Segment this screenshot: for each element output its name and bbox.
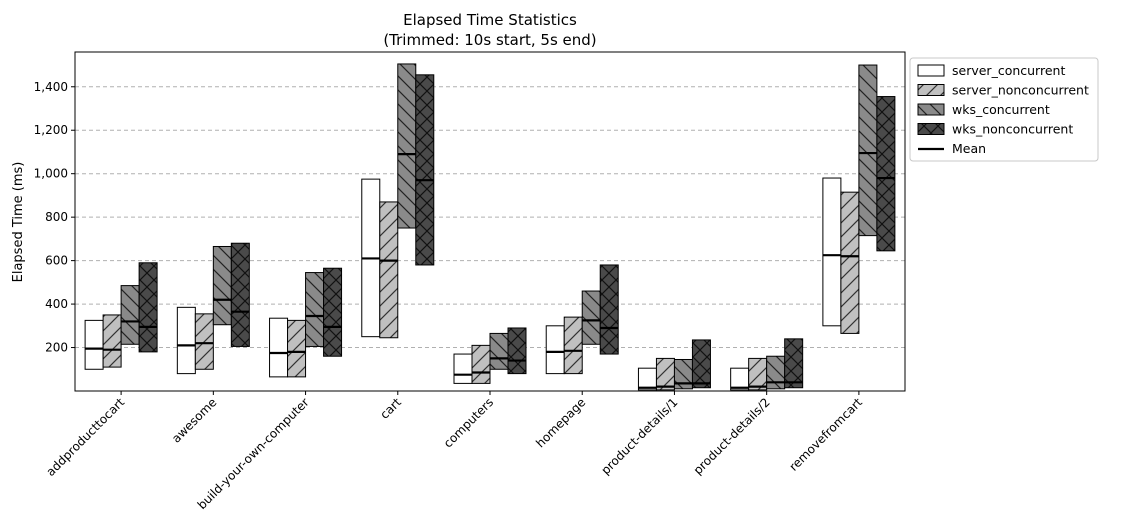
range-bar-wks_concurrent	[397, 63, 417, 229]
range-bar-wks_nonconcurrent	[230, 242, 250, 347]
range-bar-wks_concurrent	[766, 355, 786, 390]
range-bar-server_nonconcurrent	[840, 191, 860, 334]
range-bar-server_nonconcurrent	[287, 319, 307, 378]
range-bar-wks_concurrent	[581, 290, 601, 345]
legend-label: server_nonconcurrent	[952, 83, 1089, 98]
range-bar-wks_nonconcurrent	[323, 267, 343, 357]
range-bar-wks_nonconcurrent	[138, 262, 158, 353]
y-tick-label: 800	[45, 210, 68, 224]
y-tick-label: 600	[45, 254, 68, 268]
range-bar-server_nonconcurrent	[655, 357, 675, 391]
y-tick-label: 400	[45, 297, 68, 311]
range-bar-server_concurrent	[453, 353, 473, 384]
range-bar-wks_nonconcurrent	[691, 339, 711, 389]
legend-swatch-server_nonconcurrent	[917, 84, 945, 96]
range-bar-wks_concurrent	[305, 272, 325, 347]
legend-label: server_concurrent	[952, 63, 1065, 78]
range-bar-server_concurrent	[84, 319, 104, 370]
y-tick-label: 200	[45, 341, 68, 355]
range-bar-wks_nonconcurrent	[507, 327, 527, 375]
y-tick-label: 1,200	[34, 123, 68, 137]
legend-label: wks_concurrent	[952, 102, 1050, 117]
legend: server_concurrent server_nonconcurrentwks…	[909, 57, 1099, 162]
legend-swatch-wks_nonconcurrent	[917, 123, 945, 135]
range-bar-server_concurrent	[545, 325, 565, 375]
chart-title: Elapsed Time Statistics	[403, 11, 577, 29]
range-bar-server_nonconcurrent	[194, 313, 214, 370]
x-tick-label: homepage	[533, 395, 588, 450]
x-tick-label: product-details/1	[598, 395, 680, 477]
x-tick-label: build-your-own-computer	[195, 395, 312, 512]
range-bar-wks_concurrent	[858, 64, 878, 237]
legend-box	[909, 57, 1099, 162]
legend-swatch-wks_concurrent	[917, 103, 945, 116]
x-tick-label: computers	[441, 395, 496, 450]
y-axis-label: Elapsed Time (ms)	[11, 162, 26, 283]
range-bar-wks_nonconcurrent	[876, 96, 896, 252]
range-bar-server_nonconcurrent	[748, 357, 768, 391]
range-bar-server_nonconcurrent	[471, 344, 491, 384]
x-tick-label: product-details/2	[691, 395, 773, 477]
range-bar-server_nonconcurrent	[102, 314, 122, 368]
axes: 200 400 600 800 1,000 1,200 1,400 addproducttoc…	[34, 80, 866, 512]
chart-subtitle: (Trimmed: 10s start, 5s end)	[383, 31, 596, 49]
y-tick-label: 1,400	[34, 80, 68, 94]
range-bar-server_nonconcurrent	[379, 201, 399, 339]
x-tick-label: addproducttocart	[44, 395, 128, 479]
legend-label: wks_nonconcurrent	[952, 122, 1073, 137]
range-bar-wks_concurrent	[489, 332, 509, 370]
plot-frame	[74, 51, 906, 392]
range-bar-server_concurrent	[176, 306, 196, 375]
range-bar-wks_concurrent	[212, 245, 232, 326]
range-bar-server_concurrent	[269, 317, 289, 378]
plot-area	[84, 63, 896, 391]
range-bar-server_nonconcurrent	[563, 316, 583, 375]
range-bar-server_concurrent	[822, 177, 842, 327]
x-tick-label: cart	[377, 395, 404, 422]
legend-label: Mean	[952, 141, 986, 156]
grid-lines	[75, 86, 905, 349]
range-bar-wks_nonconcurrent	[599, 264, 619, 355]
legend-swatch-server_concurrent	[917, 64, 945, 77]
range-bar-wks_nonconcurrent	[784, 338, 804, 389]
range-bar-wks_concurrent	[120, 285, 140, 345]
y-tick-label: 1,000	[34, 167, 68, 181]
range-bar-wks_nonconcurrent	[415, 74, 435, 266]
x-tick-label: removefromcart	[786, 395, 865, 474]
x-tick-label: awesome	[169, 395, 219, 445]
